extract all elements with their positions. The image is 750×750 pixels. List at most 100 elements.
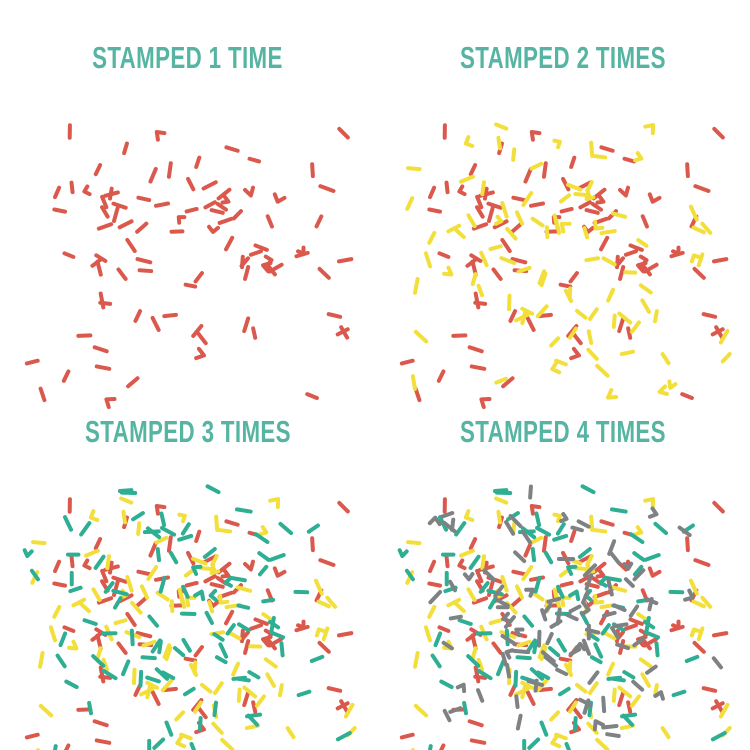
sprinkle bbox=[526, 679, 545, 688]
sprinkle bbox=[589, 655, 603, 665]
sprinkle bbox=[523, 541, 533, 559]
sprinkle bbox=[511, 147, 517, 163]
sprinkle-bent bbox=[194, 347, 206, 361]
sprinkle bbox=[565, 183, 583, 192]
sprinkle bbox=[166, 161, 173, 180]
sprinkle bbox=[480, 554, 486, 571]
sprinkle bbox=[462, 701, 468, 716]
sprinkle bbox=[215, 202, 229, 213]
sprinkle bbox=[202, 547, 217, 560]
sprinkle bbox=[514, 210, 525, 227]
sprinkle bbox=[103, 190, 120, 199]
sprinkle bbox=[265, 672, 276, 689]
sprinkle bbox=[399, 359, 415, 366]
sprinkle bbox=[399, 733, 415, 740]
sprinkle-bent bbox=[550, 361, 562, 375]
sprinkle bbox=[257, 551, 271, 563]
sprinkle-bent bbox=[552, 513, 562, 524]
sprinkle bbox=[618, 265, 626, 282]
sprinkle-bent bbox=[258, 525, 269, 537]
sprinkle bbox=[642, 263, 659, 274]
sprinkle bbox=[572, 716, 578, 732]
sprinkle bbox=[192, 701, 203, 715]
sprinkle bbox=[608, 550, 621, 566]
sprinkle bbox=[628, 532, 645, 545]
sprinkle-field-3 bbox=[22, 484, 357, 750]
sprinkle bbox=[133, 309, 143, 324]
sprinkle-bent bbox=[647, 192, 662, 205]
sprinkle bbox=[428, 186, 437, 200]
sprinkle bbox=[294, 251, 310, 259]
sprinkle bbox=[629, 694, 641, 709]
sprinkle bbox=[226, 630, 242, 641]
sprinkle-bent bbox=[593, 594, 605, 606]
sprinkle-bent bbox=[67, 640, 79, 651]
sprinkle-bent bbox=[524, 588, 535, 599]
sprinkle bbox=[139, 687, 155, 697]
sprinkle bbox=[528, 201, 545, 209]
sprinkle bbox=[101, 658, 110, 672]
sprinkle bbox=[535, 304, 549, 319]
sprinkle bbox=[711, 656, 723, 670]
sprinkle bbox=[251, 700, 258, 715]
sprinkle bbox=[441, 641, 454, 651]
sprinkle bbox=[147, 614, 160, 629]
sprinkle bbox=[501, 376, 515, 389]
sprinkle bbox=[677, 526, 692, 538]
sprinkle bbox=[439, 679, 454, 690]
sprinkle bbox=[180, 585, 190, 600]
sprinkle bbox=[98, 675, 113, 681]
sprinkle bbox=[87, 701, 93, 716]
sprinkle bbox=[545, 632, 554, 646]
sprinkle bbox=[98, 292, 106, 310]
sprinkle bbox=[582, 698, 591, 716]
sprinkle bbox=[626, 700, 633, 715]
sprinkle bbox=[253, 532, 270, 545]
sprinkle bbox=[642, 637, 659, 648]
sprinkle bbox=[113, 618, 128, 626]
sprinkle bbox=[145, 675, 161, 684]
sprinkle bbox=[224, 610, 235, 626]
sprinkle bbox=[212, 632, 225, 643]
sprinkle bbox=[159, 511, 167, 528]
sprinkle bbox=[225, 623, 236, 636]
sprinkle bbox=[534, 526, 552, 538]
sprinkle bbox=[565, 613, 579, 622]
sprinkle bbox=[428, 560, 437, 574]
sprinkle bbox=[209, 208, 225, 216]
sprinkle bbox=[169, 599, 175, 614]
sprinkle bbox=[224, 145, 240, 154]
sprinkle bbox=[53, 186, 62, 200]
sprinkle bbox=[578, 574, 592, 584]
sprinkle bbox=[427, 605, 437, 620]
sprinkle bbox=[448, 615, 463, 621]
sprinkle bbox=[578, 200, 592, 210]
sprinkle bbox=[653, 522, 669, 536]
sprinkle bbox=[413, 387, 422, 403]
sprinkle bbox=[473, 301, 488, 307]
sprinkle bbox=[82, 618, 98, 627]
sprinkle bbox=[685, 536, 690, 553]
sprinkle bbox=[623, 249, 638, 258]
sprinkle bbox=[640, 672, 651, 689]
sprinkle bbox=[467, 345, 484, 354]
sprinkle bbox=[310, 536, 315, 553]
sprinkle-bent bbox=[442, 266, 454, 277]
sprinkle bbox=[626, 326, 633, 341]
sprinkle bbox=[544, 225, 550, 240]
panel-title-text: STAMPED 2 TIMES bbox=[459, 39, 666, 75]
sprinkle-bent bbox=[261, 635, 273, 648]
sprinkle bbox=[131, 511, 145, 522]
sprinkle bbox=[326, 312, 343, 320]
sprinkle bbox=[559, 581, 574, 588]
sprinkle bbox=[155, 547, 162, 563]
sprinkle bbox=[193, 271, 204, 284]
sprinkle bbox=[612, 603, 627, 613]
sprinkle bbox=[476, 658, 485, 672]
sprinkle bbox=[96, 596, 114, 606]
sprinkle bbox=[632, 565, 644, 577]
sprinkle bbox=[555, 522, 566, 537]
sprinkle bbox=[473, 675, 488, 681]
sprinkle bbox=[450, 518, 456, 533]
sprinkle bbox=[568, 271, 579, 284]
